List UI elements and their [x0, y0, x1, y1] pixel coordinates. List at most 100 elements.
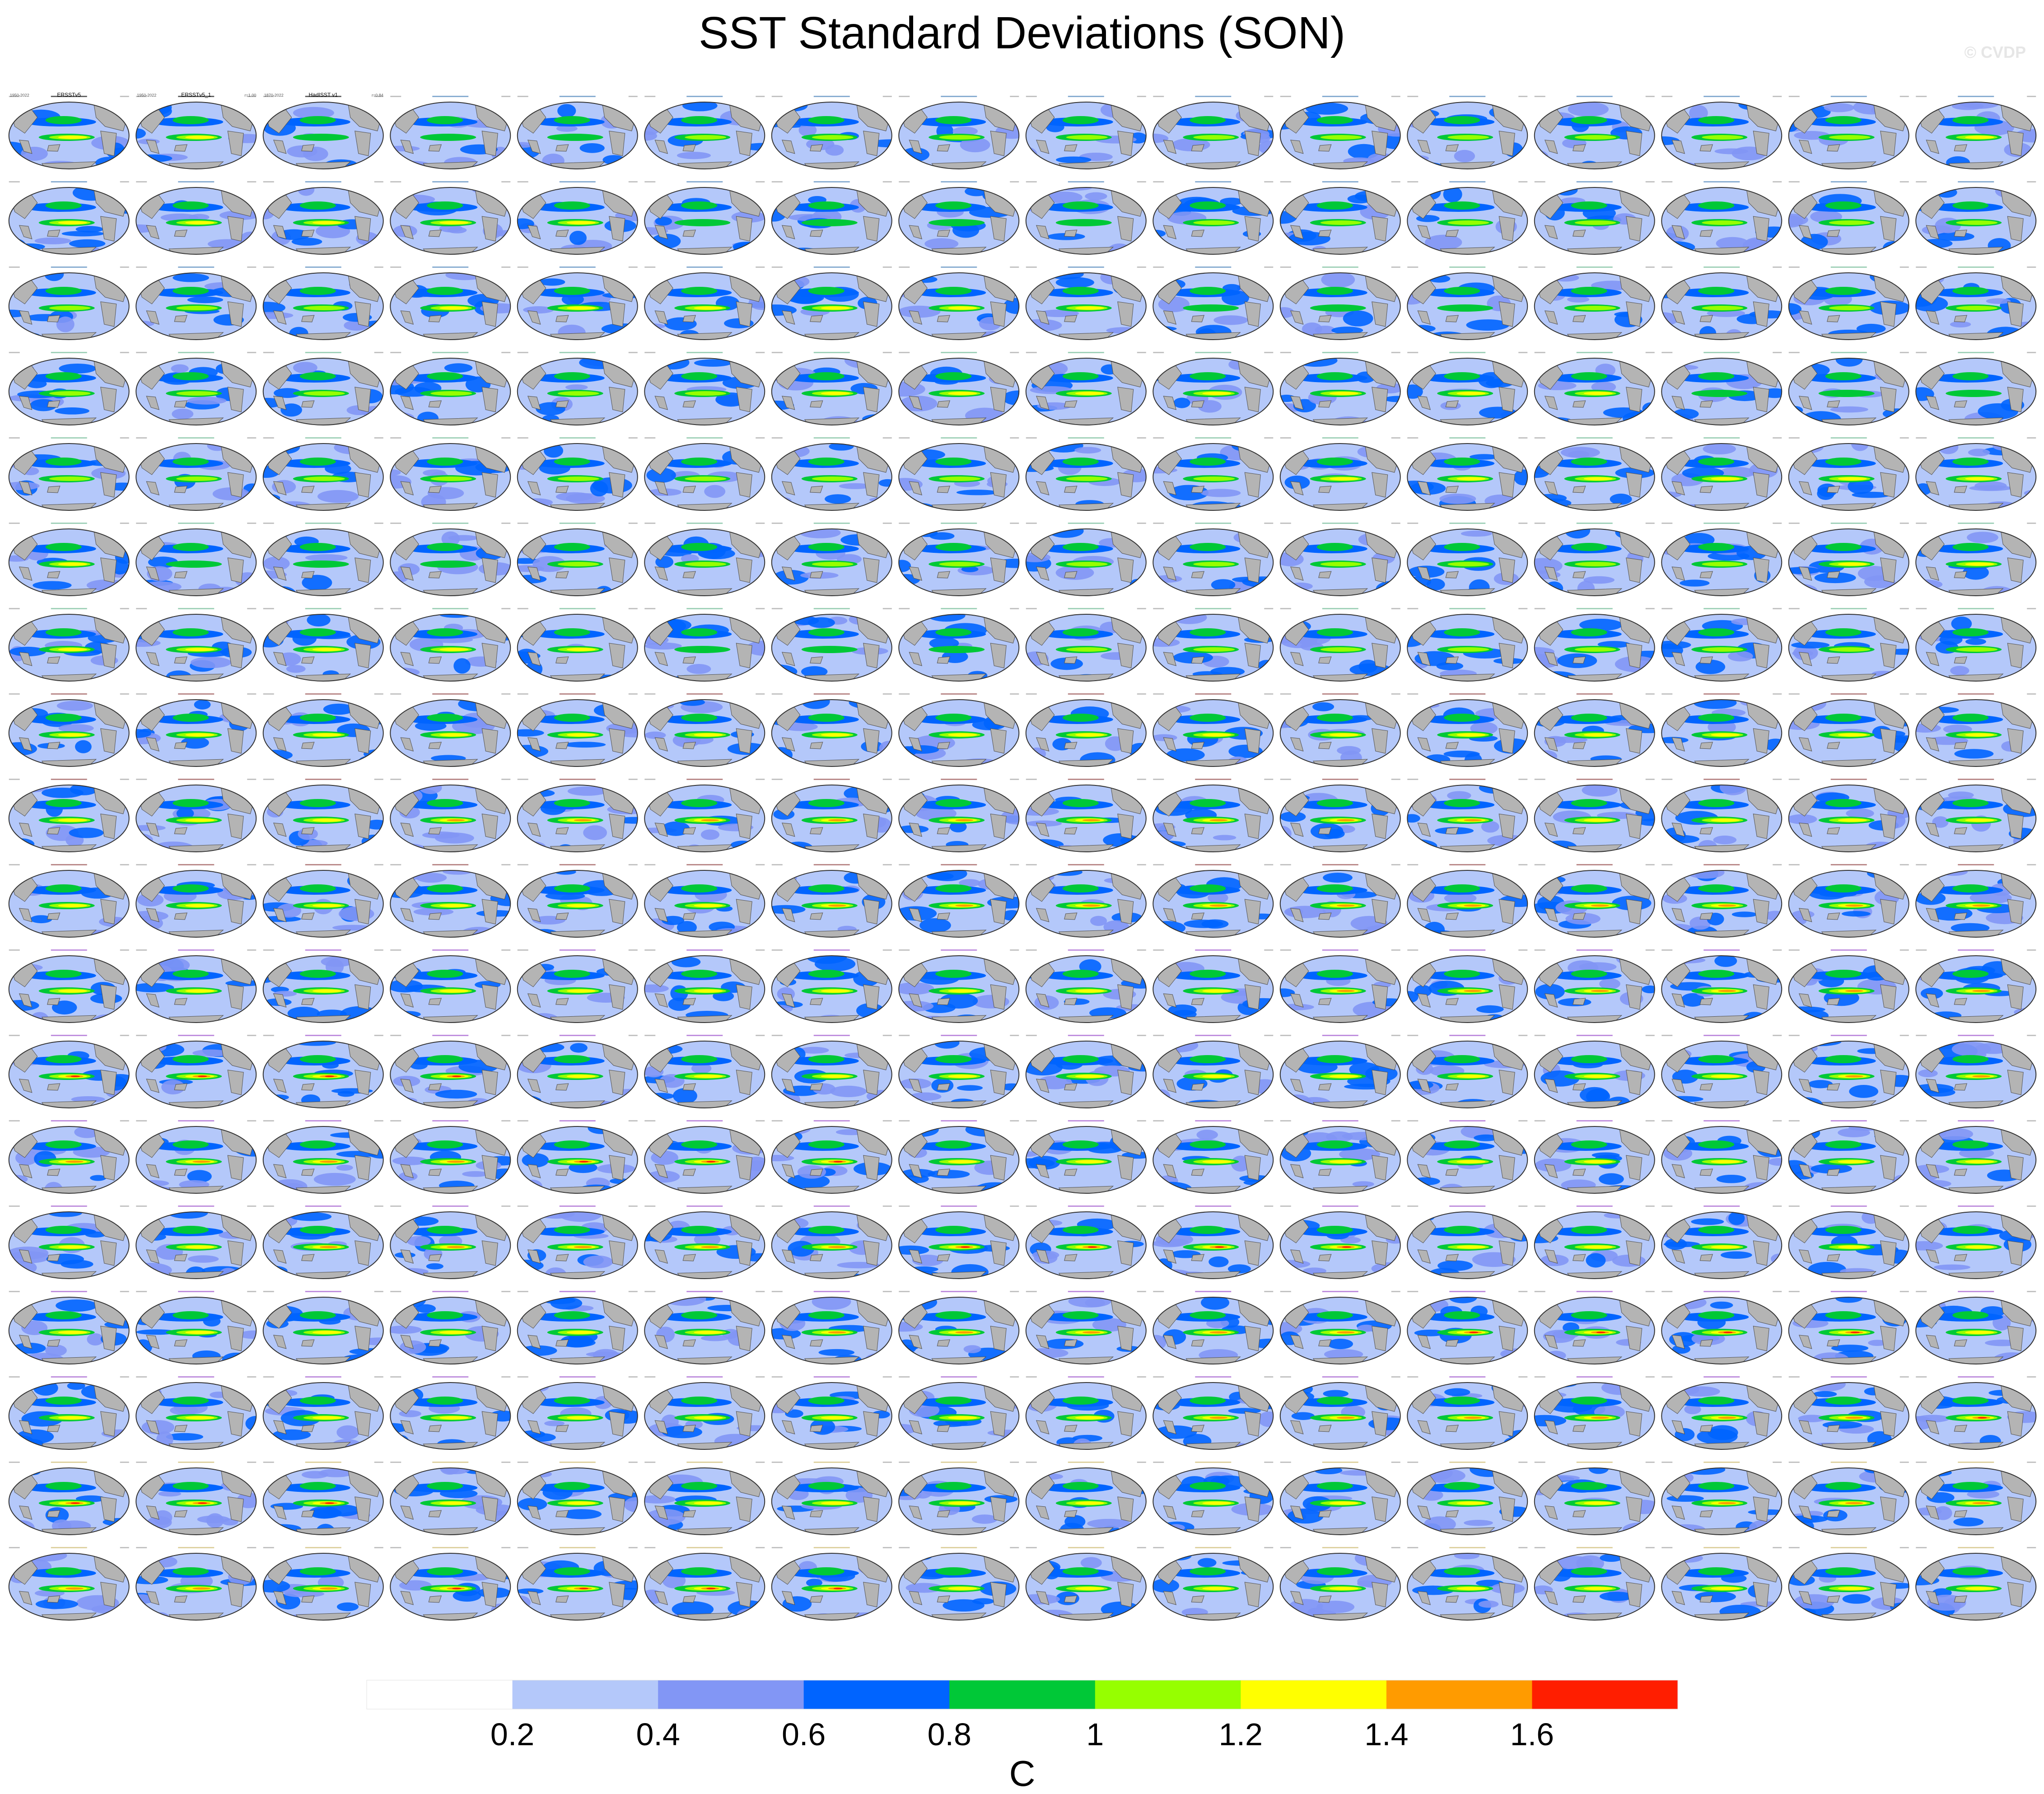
panel-years-mark	[1534, 523, 1545, 524]
panel-label-mark	[1958, 779, 1994, 780]
map-panel	[1788, 949, 1909, 1023]
panel-years-mark	[1534, 266, 1545, 268]
panel-r-mark	[1645, 949, 1655, 951]
panel-r-mark	[374, 1035, 383, 1036]
map-panel	[1025, 949, 1147, 1023]
panel-years-mark	[390, 1462, 401, 1463]
map-panel	[1407, 1205, 1528, 1279]
panel-years-mark	[136, 1120, 147, 1121]
colorbar-swatch	[512, 1680, 658, 1709]
panel-years-mark	[390, 266, 401, 268]
panel-r-mark	[882, 1205, 892, 1207]
panel-years-mark	[1153, 949, 1164, 951]
panel-label-mark	[1703, 1120, 1740, 1121]
panel-years-mark	[263, 608, 274, 609]
panel-r-mark	[1137, 1462, 1146, 1463]
map-panel	[1153, 181, 1274, 255]
map-panel	[1915, 864, 2037, 938]
panel-r-mark	[501, 523, 511, 524]
panel-years-mark	[1026, 1376, 1037, 1378]
panel-r-mark	[1899, 1120, 1909, 1121]
map-panel	[8, 352, 130, 425]
map-panel	[135, 266, 257, 340]
page-title: SST Standard Deviations (SON)	[698, 8, 1346, 58]
map-panel	[1915, 352, 2037, 425]
panel-years-mark	[1280, 949, 1291, 951]
map-panel	[1788, 864, 1909, 938]
map-panel	[1661, 608, 1783, 682]
panel-years-mark	[517, 181, 528, 182]
panel-r-mark	[1518, 779, 1528, 780]
map-panel	[517, 1376, 638, 1450]
panel-label-mark	[559, 949, 596, 951]
panel-label-mark	[1449, 181, 1486, 182]
map-panel	[1534, 1205, 1655, 1279]
panel-years-mark	[1916, 1547, 1927, 1548]
panel-r-mark	[882, 949, 892, 951]
panel-years-mark	[263, 1376, 274, 1378]
panel-label-mark	[1703, 1035, 1740, 1036]
panel-years-mark	[1407, 266, 1419, 268]
panel-r-mark	[1899, 864, 1909, 865]
panel-years-mark	[1280, 1120, 1291, 1121]
panel-label-mark	[813, 779, 850, 780]
panel-years-mark	[517, 1547, 528, 1548]
map-panel	[898, 864, 1020, 938]
panel-label-mark	[305, 1205, 341, 1207]
map-panel	[8, 181, 130, 255]
panel-r-mark	[501, 608, 511, 609]
panel-label-mark	[1830, 1291, 1867, 1292]
panel-years-mark	[1788, 779, 1800, 780]
map-panel	[644, 864, 765, 938]
panel-label-mark	[178, 523, 215, 524]
map-panel	[1661, 693, 1783, 767]
panel-r-mark	[374, 266, 383, 268]
panel-label-mark	[432, 1035, 469, 1036]
panel-years-mark	[1661, 1462, 1673, 1463]
panel-years-mark	[517, 437, 528, 439]
map-panel	[1025, 1120, 1147, 1194]
panel-years-mark	[1788, 352, 1800, 353]
panel-label-mark	[941, 864, 977, 865]
panel-label-mark	[1195, 352, 1232, 353]
map-panel	[390, 1462, 511, 1535]
panel-years-mark	[136, 437, 147, 439]
panel-label-mark	[51, 608, 87, 609]
map-panel	[517, 266, 638, 340]
panel-r-mark	[628, 1462, 638, 1463]
panel-label-mark	[1576, 1547, 1613, 1548]
map-panel	[8, 1547, 130, 1621]
panel-years-mark	[771, 1205, 783, 1207]
panel-years-mark	[9, 779, 20, 780]
panel-label-mark	[432, 1547, 469, 1548]
panel-years-mark	[263, 1547, 274, 1548]
panel-label-mark	[1830, 693, 1867, 695]
panel-label-mark	[1195, 949, 1232, 951]
panel-r-mark	[247, 1547, 257, 1548]
map-panel	[1407, 864, 1528, 938]
panel-years-mark	[390, 608, 401, 609]
panel-r-mark	[1518, 352, 1528, 353]
panel-r-mark	[1010, 437, 1019, 439]
panel-years-mark	[771, 437, 783, 439]
map-panel	[135, 693, 257, 767]
panel-label-mark	[941, 352, 977, 353]
panel-label-mark	[559, 864, 596, 865]
panel-r-mark	[247, 266, 257, 268]
panel-r-mark	[501, 949, 511, 951]
panel-r-mark	[628, 608, 638, 609]
panel-years-mark	[1788, 608, 1800, 609]
panel-r-mark	[501, 1205, 511, 1207]
panel-years-mark	[1407, 523, 1419, 524]
panel-r-mark	[501, 266, 511, 268]
panel-years-mark	[1153, 693, 1164, 695]
panel-years-mark	[1534, 949, 1545, 951]
panel-r-mark	[1773, 437, 1782, 439]
panel-r-mark	[374, 181, 383, 182]
panel-years-mark	[1280, 352, 1291, 353]
map-panel	[262, 1462, 384, 1535]
panel-r-mark	[628, 1291, 638, 1292]
panel-r-mark	[501, 1462, 511, 1463]
panel-r-mark	[1264, 1462, 1274, 1463]
panel-label-mark	[941, 1120, 977, 1121]
